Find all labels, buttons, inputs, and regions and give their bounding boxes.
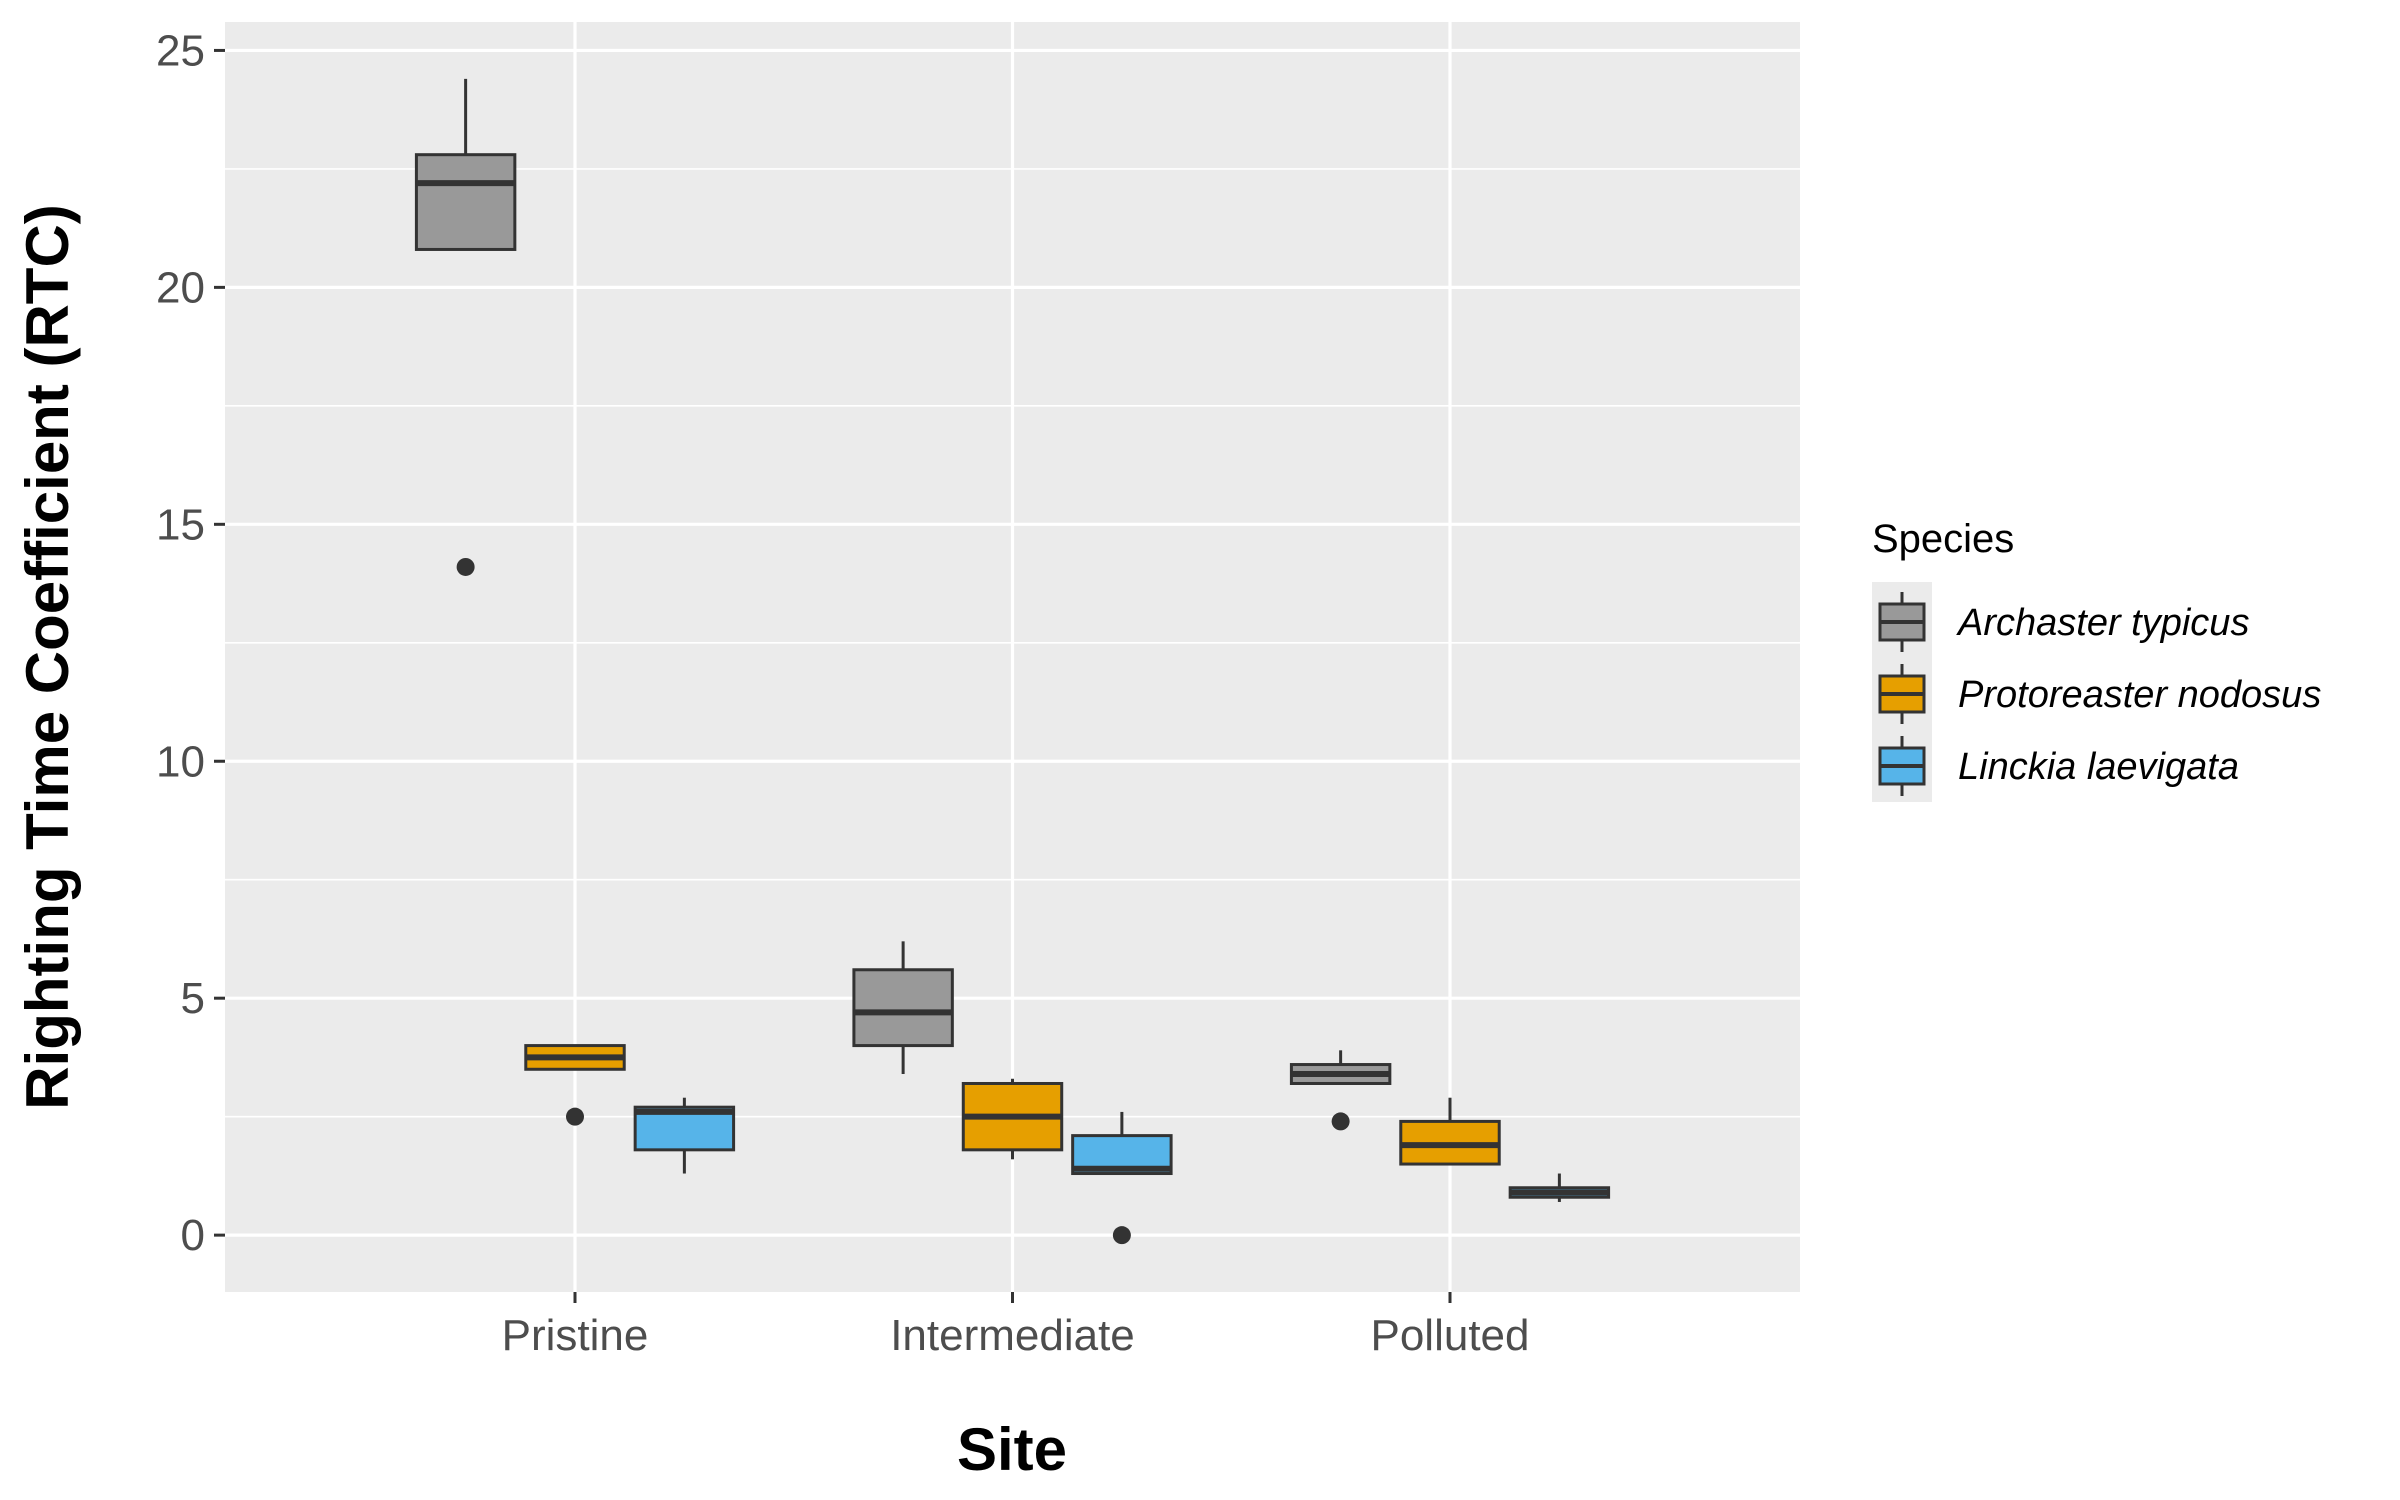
y-tick-label: 15	[156, 500, 205, 549]
box-body	[414, 153, 517, 251]
box-linckia-laevigata-polluted	[1508, 1173, 1611, 1202]
y-tick-label: 10	[156, 737, 205, 786]
box-archaster-typicus-pristine	[414, 78, 517, 576]
x-tick-label: Intermediate	[890, 1311, 1135, 1360]
outlier-point	[1331, 1112, 1350, 1131]
legend-label: Archaster typicus	[1956, 602, 2249, 644]
box-protoreaster-nodosus-pristine	[524, 1044, 626, 1126]
box-protoreaster-nodosus-intermediate	[961, 1078, 1064, 1160]
x-tick-label: Pristine	[502, 1311, 649, 1360]
legend-key	[1878, 664, 1926, 724]
y-axis: 0 5 10 15 20 25	[156, 26, 225, 1260]
outlier-point	[566, 1107, 584, 1126]
y-axis-title: Righting Time Coefficient (RTC)	[14, 204, 81, 1110]
box-archaster-typicus-intermediate	[852, 941, 954, 1075]
y-tick-label: 5	[181, 974, 205, 1023]
legend-title: Species	[1872, 517, 2014, 561]
y-tick-label: 25	[156, 26, 205, 75]
box-archaster-typicus-polluted	[1289, 1050, 1392, 1131]
box-protoreaster-nodosus-polluted	[1399, 1097, 1501, 1166]
boxes-layer	[414, 78, 1611, 1245]
outlier-point	[456, 557, 475, 576]
legend-label: Protoreaster nodosus	[1958, 674, 2321, 716]
box-linckia-laevigata-pristine	[633, 1097, 736, 1174]
major-gridlines	[225, 22, 1800, 1292]
box-body	[852, 968, 954, 1048]
y-tick-label: 20	[156, 263, 205, 312]
x-tick-label: Polluted	[1370, 1311, 1529, 1360]
x-axis: Pristine Intermediate Polluted	[502, 1292, 1530, 1360]
x-axis-title: Site	[957, 1416, 1067, 1483]
box-linckia-laevigata-intermediate	[1071, 1111, 1173, 1245]
legend-key	[1878, 736, 1926, 796]
outlier-point	[1112, 1226, 1131, 1245]
y-tick-label: 0	[181, 1211, 205, 1260]
legend-label: Linckia laevigata	[1958, 746, 2239, 788]
legend: Species Archaster typicus Protoreaster no…	[1872, 517, 2321, 802]
legend-key	[1878, 592, 1926, 652]
